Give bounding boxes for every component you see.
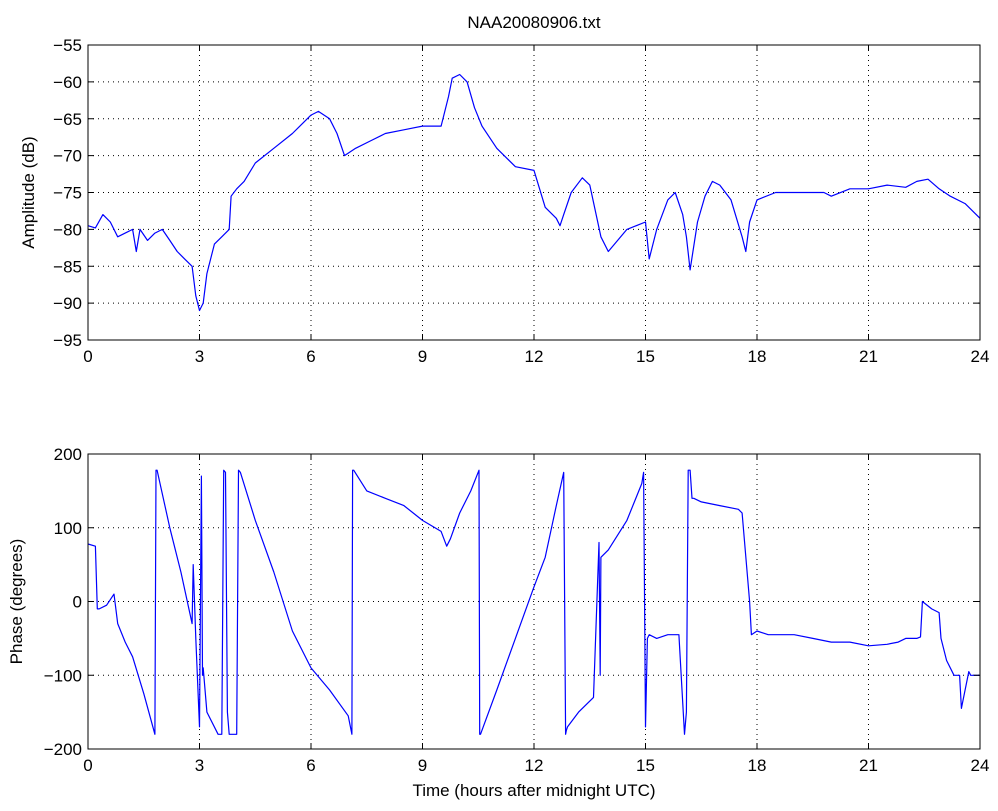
amplitude-x-tick-label: 15 [636, 347, 655, 366]
amplitude-x-tick-label: 3 [195, 347, 204, 366]
phase-y-tick-label: −200 [44, 740, 82, 759]
amplitude-panel: 0 3 6 9 12 15 18 21 24 −95 −90 −85 −80 −75 −70 −65 −60 −5… [19, 36, 989, 366]
amplitude-y-tick-label: −55 [53, 36, 82, 55]
amplitude-y-tick-label: −60 [53, 73, 82, 92]
amplitude-y-tick-label: −95 [53, 331, 82, 350]
amplitude-y-tick-label: −90 [53, 294, 82, 313]
amplitude-y-tick-label: −85 [53, 257, 82, 276]
phase-series-line [87, 469, 980, 735]
amplitude-x-tick-label: 18 [748, 347, 767, 366]
phase-x-tick-label: 0 [83, 756, 92, 775]
amplitude-x-tick-label: 0 [83, 347, 92, 366]
amplitude-y-tick-label: −80 [53, 220, 82, 239]
phase-y-axis-label: Phase (degrees) [7, 539, 26, 665]
amplitude-x-tick-label: 12 [525, 347, 544, 366]
amplitude-x-tick-label: 21 [859, 347, 878, 366]
amplitude-y-tick-label: −65 [53, 110, 82, 129]
amplitude-y-axis-label: Amplitude (dB) [19, 136, 38, 248]
amplitude-y-tick-label: −75 [53, 184, 82, 203]
chart-title: NAA20080906.txt [467, 13, 601, 32]
amplitude-y-tick-label: −70 [53, 147, 82, 166]
phase-x-tick-label: 12 [525, 756, 544, 775]
phase-x-tick-label: 21 [859, 756, 878, 775]
phase-x-tick-label: 15 [636, 756, 655, 775]
phase-y-tick-label: 0 [73, 593, 82, 612]
phase-x-tick-label: 18 [748, 756, 767, 775]
phase-y-tick-label: 200 [54, 445, 82, 464]
phase-y-tick-label: −100 [44, 666, 82, 685]
amplitude-x-tick-label: 6 [306, 347, 315, 366]
phase-x-tick-label: 9 [418, 756, 427, 775]
phase-x-tick-label: 6 [306, 756, 315, 775]
phase-y-tick-label: 100 [54, 519, 82, 538]
amplitude-x-tick-label: 9 [418, 347, 427, 366]
phase-x-tick-label: 3 [195, 756, 204, 775]
phase-x-axis-label: Time (hours after midnight UTC) [412, 781, 655, 800]
amplitude-x-tick-label: 24 [971, 347, 990, 366]
amplitude-series-line [87, 73, 981, 312]
phase-panel: 0 3 6 9 12 15 18 21 24 −200 −100 0 100 200 Phase (degr… [7, 445, 989, 800]
phase-x-tick-label: 24 [971, 756, 990, 775]
